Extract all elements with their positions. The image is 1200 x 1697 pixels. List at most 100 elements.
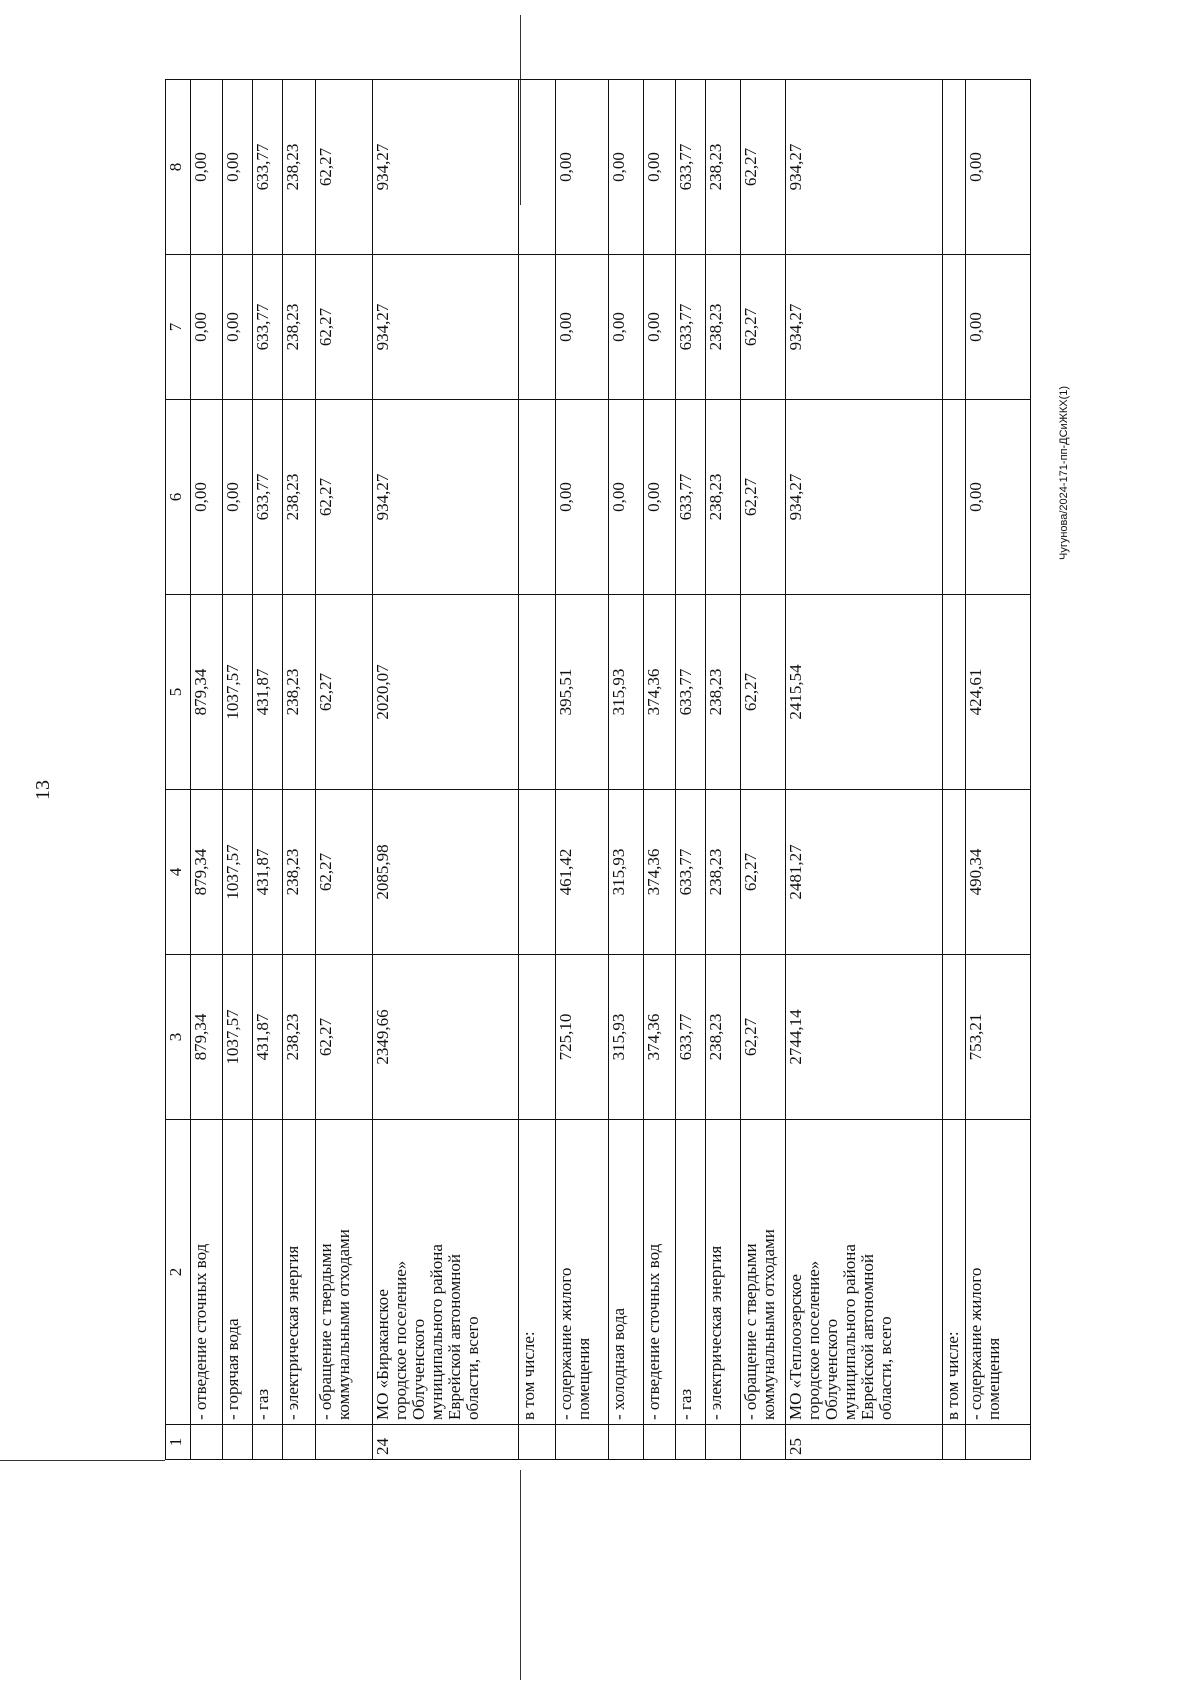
- value-cell: 934,27: [785, 79, 943, 255]
- column-number: 5: [165, 594, 191, 790]
- column-number: 6: [165, 399, 191, 595]
- table-row: - электрическая энергия 238,23 238,23 238,2…: [282, 79, 316, 1460]
- value-cell: [518, 254, 556, 400]
- row-number: [740, 1424, 786, 1460]
- value-cell: 238,23: [705, 789, 741, 955]
- value-cell: 0,00: [222, 399, 253, 595]
- table-row: - содержание жилого помещения 725,10 461,4…: [555, 79, 609, 1460]
- row-number: [675, 1424, 706, 1460]
- value-cell: 2020,07: [372, 594, 519, 790]
- value-cell: 62,27: [740, 254, 786, 400]
- fold-line-left: [0, 1460, 165, 1461]
- value-cell: 238,23: [282, 254, 316, 400]
- value-cell: [942, 399, 966, 595]
- value-cell: 0,00: [643, 79, 676, 255]
- row-number: [190, 1424, 223, 1460]
- value-cell: 1037,57: [222, 954, 253, 1120]
- value-cell: 238,23: [282, 399, 316, 595]
- fold-line-top: [520, 15, 521, 205]
- value-cell: 879,34: [190, 594, 223, 790]
- table-row: - содержание жилого помещения 753,21 490,3…: [965, 79, 1031, 1460]
- value-cell: 633,77: [675, 594, 706, 790]
- value-cell: 633,77: [675, 789, 706, 955]
- value-cell: 62,27: [315, 79, 373, 255]
- value-cell: 62,27: [315, 399, 373, 595]
- table-row: - электрическая энергия 238,23 238,23 238,2…: [705, 79, 741, 1460]
- row-name: - горячая вода: [222, 1119, 253, 1425]
- value-cell: 374,36: [643, 789, 676, 955]
- value-cell: 0,00: [608, 399, 644, 595]
- value-cell: 0,00: [190, 79, 223, 255]
- value-cell: 0,00: [222, 254, 253, 400]
- value-cell: 753,21: [965, 954, 1031, 1120]
- value-cell: 238,23: [282, 79, 316, 255]
- value-cell: 62,27: [740, 789, 786, 955]
- value-cell: 633,77: [252, 399, 283, 595]
- row-name: в том числе:: [518, 1119, 556, 1425]
- table-row: 24 МО «Бираканское городское поселение» О…: [372, 79, 519, 1460]
- row-name: - холодная вода: [608, 1119, 644, 1425]
- value-cell: 2085,98: [372, 789, 519, 955]
- value-cell: 633,77: [675, 399, 706, 595]
- row-name: - отведение сточных вод: [643, 1119, 676, 1425]
- value-cell: 374,36: [643, 594, 676, 790]
- value-cell: 0,00: [965, 254, 1031, 400]
- row-number: [555, 1424, 609, 1460]
- value-cell: [942, 789, 966, 955]
- value-cell: 633,77: [675, 79, 706, 255]
- value-cell: 0,00: [555, 79, 609, 255]
- table-row: в том числе:: [518, 79, 556, 1460]
- value-cell: 633,77: [675, 954, 706, 1120]
- row-name: МО «Теплоозерское городское поселение» О…: [785, 1119, 943, 1425]
- value-cell: 0,00: [190, 254, 223, 400]
- value-cell: [942, 954, 966, 1120]
- row-number: [643, 1424, 676, 1460]
- value-cell: 238,23: [705, 79, 741, 255]
- row-name: МО «Бираканское городское поселение» Обл…: [372, 1119, 519, 1425]
- value-cell: 1037,57: [222, 594, 253, 790]
- value-cell: 62,27: [315, 254, 373, 400]
- table-row: 25 МО «Теплоозерское городское поселение»…: [785, 79, 943, 1460]
- table-row: - горячая вода 1037,57 1037,57 1037,57 0,00 0…: [222, 79, 253, 1460]
- row-number: [252, 1424, 283, 1460]
- value-cell: 934,27: [372, 399, 519, 595]
- document-footer: Чугунова/2024-171-пп-ДСиЖКХ(1): [1058, 385, 1070, 560]
- value-cell: 934,27: [785, 254, 943, 400]
- column-number: 8: [165, 79, 191, 255]
- table-row: в том числе:: [942, 79, 966, 1460]
- value-cell: 238,23: [705, 954, 741, 1120]
- value-cell: 315,93: [608, 594, 644, 790]
- table-row: - газ 633,77 633,77 633,77 633,77 633,77 633,7…: [675, 79, 706, 1460]
- table-row: - холодная вода 315,93 315,93 315,93 0,00 0,0…: [608, 79, 644, 1460]
- value-cell: 431,87: [252, 789, 283, 955]
- column-number: 7: [165, 254, 191, 400]
- value-cell: 431,87: [252, 594, 283, 790]
- value-cell: 2415,54: [785, 594, 943, 790]
- row-number: [608, 1424, 644, 1460]
- value-cell: 2744,14: [785, 954, 943, 1120]
- value-cell: 315,93: [608, 789, 644, 955]
- value-cell: 62,27: [740, 399, 786, 595]
- column-number: 1: [165, 1424, 191, 1460]
- value-cell: 238,23: [705, 594, 741, 790]
- value-cell: 62,27: [315, 594, 373, 790]
- value-cell: 0,00: [643, 254, 676, 400]
- value-cell: 2349,66: [372, 954, 519, 1120]
- value-cell: 62,27: [740, 594, 786, 790]
- value-cell: 238,23: [282, 954, 316, 1120]
- value-cell: 879,34: [190, 954, 223, 1120]
- value-cell: 0,00: [222, 79, 253, 255]
- value-cell: 2481,27: [785, 789, 943, 955]
- value-cell: 633,77: [252, 254, 283, 400]
- value-cell: 0,00: [965, 399, 1031, 595]
- row-number: [705, 1424, 741, 1460]
- value-cell: 0,00: [608, 254, 644, 400]
- value-cell: [518, 789, 556, 955]
- value-cell: 431,87: [252, 954, 283, 1120]
- row-number: [222, 1424, 253, 1460]
- value-cell: [518, 399, 556, 595]
- value-cell: 0,00: [555, 399, 609, 595]
- row-name: - обращение с твердыми коммунальными отх…: [315, 1119, 373, 1425]
